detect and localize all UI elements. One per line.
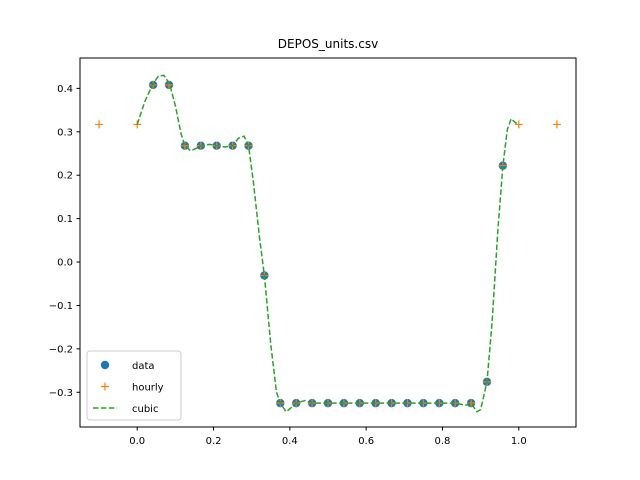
x-tick-label: 0.6 — [358, 436, 374, 447]
legend-label: cubic — [132, 404, 158, 415]
series-cubic — [136, 74, 520, 413]
chart-title: DEPOS_units.csv — [278, 37, 378, 51]
legend-box — [86, 350, 182, 421]
legend-label: hourly — [132, 383, 164, 394]
hourly-point — [180, 141, 189, 150]
y-tick-label: 0.1 — [57, 214, 73, 225]
legend-item-data: data — [100, 360, 155, 372]
legend-label: data — [132, 361, 155, 372]
hourly-point — [514, 120, 523, 129]
x-tick-label: 0.4 — [282, 436, 298, 447]
series-line-cubic — [136, 74, 520, 413]
x-axis: 0.0 0.2 0.4 0.6 0.8 1.0 — [129, 427, 527, 447]
y-tick-label: −0.1 — [49, 301, 73, 312]
y-tick-label: 0.2 — [57, 171, 73, 182]
x-tick-label: 1.0 — [511, 436, 527, 447]
x-tick-label: 0.8 — [435, 436, 451, 447]
hourly-point — [552, 120, 561, 129]
plot-area — [79, 57, 577, 428]
y-tick-label: −0.3 — [49, 388, 73, 399]
legend-swatch — [100, 360, 110, 370]
y-tick-label: 0.0 — [57, 258, 73, 269]
legend: data hourly cubic — [86, 350, 182, 421]
legend-item-cubic: cubic — [93, 404, 158, 415]
x-tick-label: 0.2 — [206, 436, 222, 447]
hourly-point — [95, 120, 104, 129]
hourly-point — [467, 399, 476, 408]
y-tick-label: 0.4 — [57, 84, 73, 95]
axes-frame — [79, 57, 577, 428]
legend-item-hourly: hourly — [101, 382, 164, 394]
legend-swatch — [101, 382, 109, 391]
y-axis: −0.3 −0.2 −0.1 0.0 0.1 0.2 0.3 0.4 — [49, 84, 80, 399]
x-tick-label: 0.0 — [129, 436, 145, 447]
y-tick-label: −0.2 — [49, 344, 73, 355]
y-tick-label: 0.3 — [57, 127, 73, 138]
